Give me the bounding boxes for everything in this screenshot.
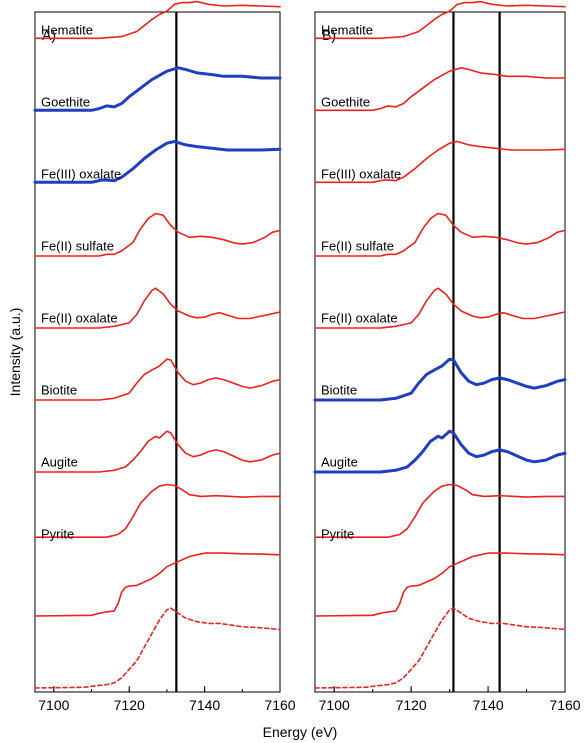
panel-a: A) Fe(III) sulfateHematiteGoethiteFe(III… <box>33 0 296 713</box>
panel-b-spectrum-augite <box>314 483 566 538</box>
panel-b-series-labels: Fe(III) sulfateHematiteGoethiteFe(III) o… <box>321 22 401 541</box>
panel-b-x-tick-label-7160: 7160 <box>549 697 580 713</box>
y-axis-label: Intensity (a.u.) <box>7 308 23 397</box>
panel-b-label-biotite: Biotite <box>321 382 357 397</box>
panel-a-series-labels: Fe(III) sulfateHematiteGoethiteFe(III) o… <box>41 22 121 541</box>
panel-a-spectrum-fe-ii-sulfate <box>34 287 281 329</box>
panel-a-label-fe-ii-oxalate: Fe(II) oxalate <box>41 310 118 325</box>
panel-b-spectrum-fe-ii-oxalate <box>313 357 567 402</box>
panel-b-spectrum-fe-iii-sulfate <box>314 0 566 40</box>
panel-b-frame <box>314 11 566 693</box>
panel-b-label-fe-iii-oxalate: Fe(III) oxalate <box>321 166 401 181</box>
panel-b-x-tick-label-7140: 7140 <box>472 697 503 713</box>
panel-b-x-axis: 7100 7120 7140 7160 <box>319 686 581 713</box>
panel-a-spectrum-pyrite <box>34 552 281 617</box>
panel-b-x-tick-label-7100: 7100 <box>319 697 350 713</box>
panel-a-label-augite: Augite <box>41 454 78 469</box>
panel-b-reference-lines <box>452 12 501 692</box>
x-axis-label: Energy (eV) <box>263 724 338 740</box>
panel-a-label-pyrite: Pyrite <box>41 526 74 541</box>
panel-a-label-fe-iii-oxalate: Fe(III) oxalate <box>41 166 121 181</box>
panel-b-label-hematite: Hematite <box>321 22 373 37</box>
panel-a-spectrum-hematite <box>33 66 282 112</box>
panel-a-spectrum-fe-ii-oxalate <box>34 358 281 401</box>
panel-b-spectrum-pyrite <box>314 552 566 617</box>
panel-a-label-hematite: Hematite <box>41 22 93 37</box>
panel-a-label-goethite: Goethite <box>41 94 90 109</box>
panel-a-x-axis: 7100 7120 7140 7160 <box>38 686 296 713</box>
panel-b-label-goethite: Goethite <box>321 94 370 109</box>
panel-a-x-tick-label-7100: 7100 <box>38 697 69 713</box>
panel-a-x-tick-label-7140: 7140 <box>189 697 220 713</box>
panel-b-spectrum-hematite <box>314 67 566 112</box>
panel-a-label-fe-ii-sulfate: Fe(II) sulfate <box>41 238 114 253</box>
panel-a-spectrum-series-10 <box>34 607 281 689</box>
panel-b-spectrum-biotite <box>313 429 567 474</box>
panel-a-frame <box>34 11 281 693</box>
panel-b-spectrum-series-10 <box>314 607 566 689</box>
panel-b-label-fe-ii-oxalate: Fe(II) oxalate <box>321 310 398 325</box>
panel-b: B) Fe(III) sulfateHematiteGoethiteFe(III… <box>313 0 581 713</box>
panel-a-label-biotite: Biotite <box>41 382 77 397</box>
panel-a-spectrum-biotite <box>34 430 281 473</box>
panel-b-label-fe-ii-sulfate: Fe(II) sulfate <box>321 238 394 253</box>
panel-b-spectra <box>313 0 567 689</box>
panel-b-spectrum-fe-ii-sulfate <box>314 287 566 329</box>
panel-b-spectrum-fe-iii-oxalate <box>314 212 566 257</box>
panel-a-spectrum-fe-iii-oxalate <box>34 212 281 257</box>
panel-a-x-tick-label-7160: 7160 <box>264 697 295 713</box>
panel-b-label-augite: Augite <box>321 454 358 469</box>
panel-a-spectrum-fe-iii-sulfate <box>34 0 281 40</box>
panel-a-spectra <box>33 0 282 689</box>
panel-b-x-tick-label-7120: 7120 <box>396 697 427 713</box>
panel-b-label-pyrite: Pyrite <box>321 526 354 541</box>
panel-a-spectrum-augite <box>34 483 281 538</box>
panel-a-x-tick-label-7120: 7120 <box>114 697 145 713</box>
panel-a-spectrum-goethite <box>33 140 282 184</box>
panel-b-spectrum-goethite <box>314 140 566 184</box>
